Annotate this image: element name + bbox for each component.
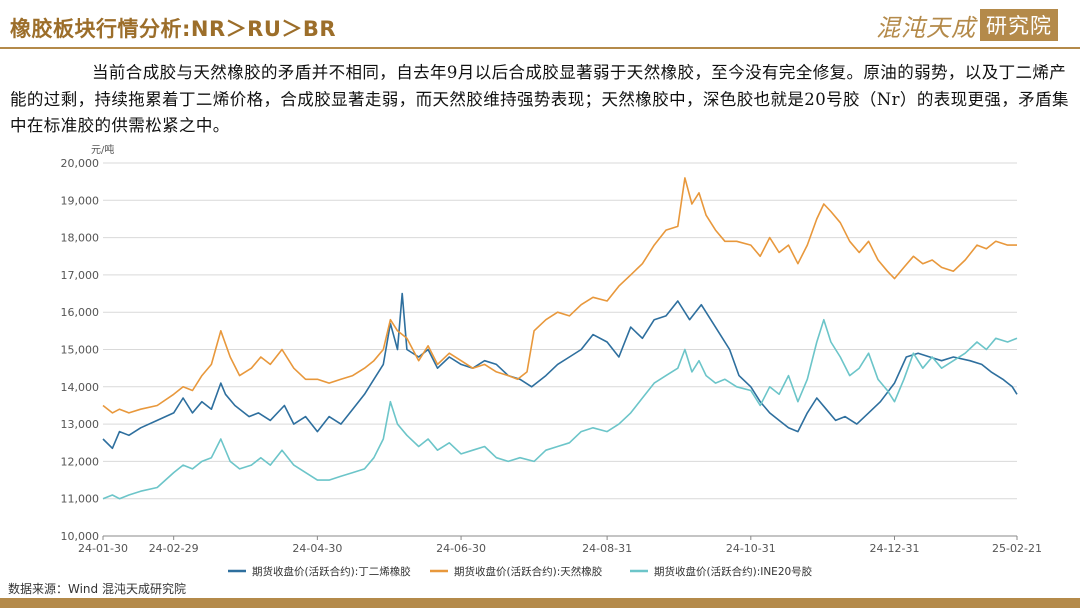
analysis-paragraph: 当前合成胶与天然橡胶的矛盾并不相同，自去年9月以后合成胶显著弱于天然橡胶，至今没… bbox=[10, 63, 1069, 135]
y-tick-label: 18,000 bbox=[61, 232, 100, 245]
y-tick-label: 16,000 bbox=[61, 306, 100, 319]
series-line-1 bbox=[102, 292, 1018, 450]
x-tick-label: 24-12-31 bbox=[870, 542, 920, 555]
page-title: 橡胶板块行情分析:NR＞RU＞BR bbox=[10, 17, 337, 41]
legend-label-3: 期货收盘价(活跃合约):INE20号胶 bbox=[654, 565, 813, 578]
x-tick-label: 25-02-21 bbox=[992, 542, 1042, 555]
brand-logo: 混沌天成 研究院 bbox=[876, 8, 1058, 42]
x-tick-label: 24-08-31 bbox=[582, 542, 632, 555]
data-source: 数据来源：Wind 混沌天成研究院 bbox=[8, 582, 186, 596]
y-unit-label: 元/吨 bbox=[91, 143, 114, 156]
x-tick-label: 24-02-29 bbox=[149, 542, 199, 555]
series-line-2 bbox=[102, 177, 1017, 414]
y-tick-label: 14,000 bbox=[61, 381, 100, 394]
legend-label-2: 期货收盘价(活跃合约):天然橡胶 bbox=[454, 565, 603, 578]
header-divider bbox=[0, 47, 1080, 49]
y-tick-label: 19,000 bbox=[61, 194, 100, 207]
legend-label-1: 期货收盘价(活跃合约):丁二烯橡胶 bbox=[252, 565, 411, 578]
x-tick-label: 24-01-30 bbox=[78, 542, 128, 555]
x-tick-label: 24-04-30 bbox=[292, 542, 342, 555]
x-tick-label: 24-06-30 bbox=[436, 542, 486, 555]
series-line-3 bbox=[102, 318, 1018, 500]
brand-name: 混沌天成 bbox=[876, 13, 976, 42]
y-tick-label: 12,000 bbox=[61, 455, 100, 468]
y-tick-label: 13,000 bbox=[61, 418, 100, 431]
y-tick-label: 15,000 bbox=[61, 344, 100, 357]
price-chart: 元/吨 10,000 11,000 12,000 13,000 14,000 15,000 1… bbox=[61, 143, 1042, 578]
y-tick-label: 11,000 bbox=[61, 493, 100, 506]
y-tick-label: 17,000 bbox=[61, 269, 100, 282]
brand-institute: 研究院 bbox=[980, 9, 1058, 41]
y-tick-label: 10,000 bbox=[61, 530, 100, 543]
x-tick-label: 24-10-31 bbox=[726, 542, 776, 555]
y-tick-label: 20,000 bbox=[61, 157, 100, 170]
footer-bar bbox=[0, 598, 1080, 608]
